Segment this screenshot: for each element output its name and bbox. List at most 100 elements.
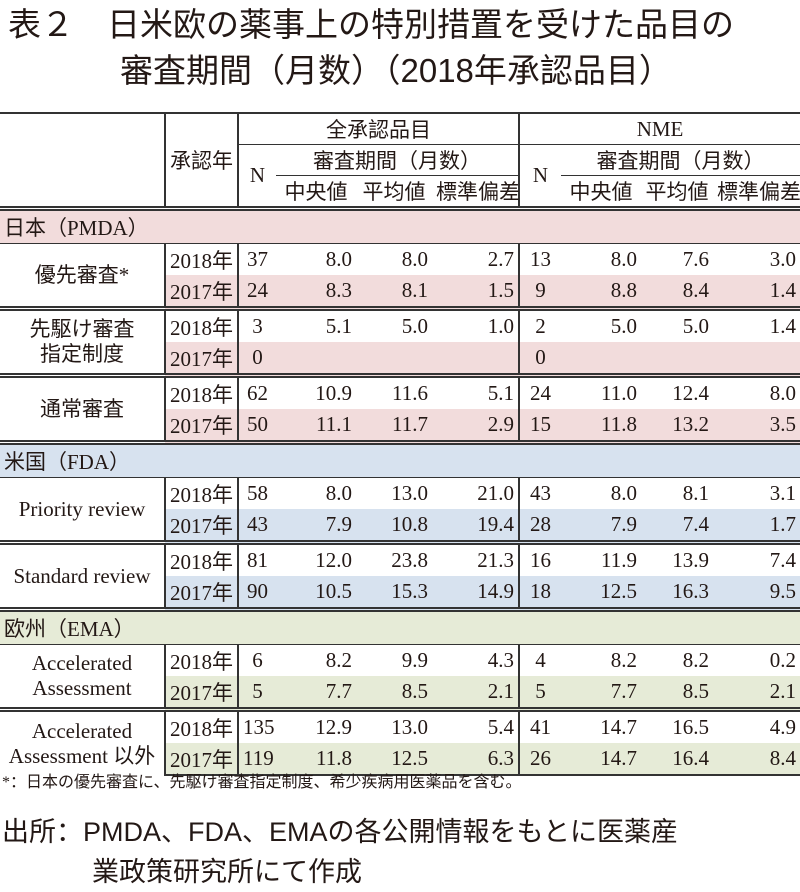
all-sd: 21.3 bbox=[432, 540, 519, 576]
nme-median: 8.0 bbox=[561, 477, 641, 509]
approval-year: 2018年 bbox=[164, 306, 238, 342]
all-n: 6 bbox=[237, 644, 276, 676]
source-line-2: 業政策研究所にて作成 bbox=[92, 857, 362, 887]
all-mean: 8.1 bbox=[356, 275, 432, 309]
nme-median: 12.5 bbox=[561, 576, 641, 610]
nme-mean: 13.9 bbox=[641, 540, 713, 576]
nme-n: 24 bbox=[518, 373, 561, 409]
nme-sd: 0.2 bbox=[713, 644, 800, 676]
section-row: 日本（PMDA） bbox=[0, 206, 800, 244]
nme-sd: 1.4 bbox=[713, 306, 800, 342]
nme-mean: 7.6 bbox=[641, 243, 713, 275]
group-label-line: Assessment 以外 bbox=[8, 743, 156, 768]
nme-mean: 16.4 bbox=[641, 743, 713, 776]
table-row: 優先審査* 2018年 37 8.0 8.0 2.7 13 8.0 7.6 3.0 bbox=[0, 243, 800, 309]
nme-mean: 7.4 bbox=[641, 509, 713, 543]
title-line-1: 表２ 日米欧の薬事上の特別措置を受けた品目の bbox=[8, 6, 734, 43]
all-median: 8.2 bbox=[276, 644, 356, 676]
group-label-line: Assessment bbox=[32, 676, 132, 700]
section-label: 日本（PMDA） bbox=[0, 206, 800, 244]
nme-median: 5.0 bbox=[561, 306, 641, 342]
all-median: 12.9 bbox=[276, 707, 356, 743]
all-n: 5 bbox=[237, 676, 276, 710]
all-sd: 1.0 bbox=[432, 306, 519, 342]
all-mean: 15.3 bbox=[356, 576, 432, 610]
header-mean: 平均値 bbox=[362, 180, 426, 204]
nme-sd: 3.1 bbox=[713, 477, 800, 509]
approval-year: 2017年 bbox=[164, 342, 238, 376]
all-sd bbox=[432, 342, 519, 376]
nme-sd: 2.1 bbox=[713, 676, 800, 710]
nme-mean: 13.2 bbox=[641, 409, 713, 443]
approval-year: 2017年 bbox=[164, 576, 238, 610]
table-row: 2017年 90 10.5 15.3 14.9 18 12.5 16.3 9.5 bbox=[0, 576, 800, 610]
all-sd: 2.9 bbox=[432, 409, 519, 443]
table-row: 2017年 5 7.7 8.5 2.1 5 7.7 8.5 2.1 bbox=[0, 676, 800, 710]
nme-median: 8.8 bbox=[561, 275, 641, 309]
all-sd: 6.3 bbox=[432, 743, 519, 776]
header-sd: 標準偏差 bbox=[436, 180, 520, 204]
group-label-line: Priority review bbox=[18, 496, 146, 521]
source-line-1: 出所：PMDA、FDA、EMAの各公開情報をもとに医薬産 bbox=[2, 817, 678, 847]
nme-sd bbox=[713, 342, 800, 376]
group-label: Accelerated Assessment bbox=[0, 644, 165, 710]
table-row: 2017年 0 0 bbox=[0, 342, 800, 376]
nme-mean: 8.1 bbox=[641, 477, 713, 509]
nme-n: 13 bbox=[518, 243, 561, 275]
all-mean: 8.0 bbox=[356, 243, 432, 275]
all-n: 3 bbox=[237, 306, 276, 342]
all-n: 81 bbox=[237, 540, 276, 576]
all-median: 7.7 bbox=[276, 676, 356, 710]
all-mean: 12.5 bbox=[356, 743, 432, 776]
nme-mean: 8.4 bbox=[641, 275, 713, 309]
approval-year: 2017年 bbox=[164, 743, 238, 776]
all-mean: 13.0 bbox=[356, 477, 432, 509]
header-nme-sd: 標準偏差 bbox=[717, 180, 800, 204]
group-label-line: Standard review bbox=[13, 563, 151, 588]
group-label: Priority review bbox=[0, 477, 165, 543]
approval-year: 2018年 bbox=[164, 707, 238, 743]
nme-mean: 16.5 bbox=[641, 707, 713, 743]
group-label: 優先審査* bbox=[0, 243, 165, 309]
nme-sd: 3.5 bbox=[713, 409, 800, 443]
all-median: 7.9 bbox=[276, 509, 356, 543]
header-row-2: N 審査期間（月数） N 審査期間（月数） bbox=[0, 144, 800, 209]
nme-sd: 7.4 bbox=[713, 540, 800, 576]
nme-sd: 1.4 bbox=[713, 275, 800, 309]
header-median: 中央値 bbox=[284, 180, 348, 204]
all-sd: 14.9 bbox=[432, 576, 519, 610]
nme-mean: 12.4 bbox=[641, 373, 713, 409]
all-mean: 5.0 bbox=[356, 306, 432, 342]
all-sd: 21.0 bbox=[432, 477, 519, 509]
table-row: Accelerated Assessment 2018年 6 8.2 9.9 4.3 4 8.2… bbox=[0, 644, 800, 710]
table-row: 先駆け審査 指定制度 2018年 3 5.1 5.0 1.0 2 5.0 5.0 1.4 bbox=[0, 306, 800, 376]
section-row: 欧州（EMA） bbox=[0, 607, 800, 645]
all-n: 119 bbox=[237, 743, 276, 776]
approval-year: 2018年 bbox=[164, 644, 238, 676]
group-label: 先駆け審査 指定制度 bbox=[0, 306, 165, 376]
nme-sd: 4.9 bbox=[713, 707, 800, 743]
nme-median: 8.2 bbox=[561, 644, 641, 676]
table-title: 表２ 日米欧の薬事上の特別措置を受けた品目の 審査期間（月数）（2018年承認品… bbox=[8, 2, 734, 94]
all-sd: 2.1 bbox=[432, 676, 519, 710]
group-label-line: 通常審査 bbox=[40, 396, 124, 421]
nme-mean: 8.2 bbox=[641, 644, 713, 676]
approval-year: 2018年 bbox=[164, 477, 238, 509]
group-label: Accelerated Assessment 以外 bbox=[0, 707, 165, 775]
header-all-products: 全承認品目 bbox=[237, 112, 519, 145]
group-label: Standard review bbox=[0, 540, 165, 610]
nme-median: 11.0 bbox=[561, 373, 641, 409]
all-mean: 23.8 bbox=[356, 540, 432, 576]
all-median: 10.9 bbox=[276, 373, 356, 409]
all-n: 24 bbox=[237, 275, 276, 309]
all-n: 58 bbox=[237, 477, 276, 509]
table-row: Priority review 2018年 58 8.0 13.0 21.0 43 8.0 8.… bbox=[0, 477, 800, 543]
nme-median: 14.7 bbox=[561, 743, 641, 776]
nme-sd: 3.0 bbox=[713, 243, 800, 275]
section-row: 米国（FDA） bbox=[0, 440, 800, 478]
all-n: 43 bbox=[237, 509, 276, 543]
all-median: 10.5 bbox=[276, 576, 356, 610]
nme-median: 7.7 bbox=[561, 676, 641, 710]
nme-sd: 9.5 bbox=[713, 576, 800, 610]
table-row: 2017年 50 11.1 11.7 2.9 15 11.8 13.2 3.5 bbox=[0, 409, 800, 443]
